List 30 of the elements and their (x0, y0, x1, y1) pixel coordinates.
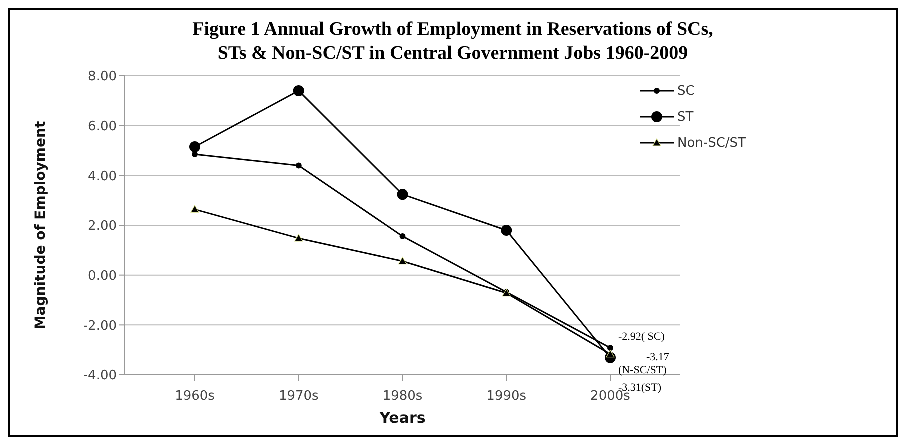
x-tick-label: 1990s (486, 389, 527, 404)
y-tick-label: 6.00 (88, 119, 117, 134)
y-tick-label: -4.00 (83, 368, 117, 384)
point (294, 234, 304, 242)
legend-label: SC (677, 84, 695, 98)
y-tick-label: -2.00 (83, 318, 117, 334)
point (190, 142, 200, 153)
legend-label: Non-SC/ST (677, 136, 746, 150)
x-tick-label: 1970s (278, 389, 320, 404)
x-axis-title: Years (378, 409, 426, 427)
point (296, 162, 302, 169)
point (190, 205, 200, 213)
point (397, 189, 408, 200)
point (293, 85, 304, 96)
y-axis-title: Magnitude of Employment (32, 121, 49, 330)
annotation: -3.17 (N-SC/ST) (618, 351, 670, 376)
y-tick-label: 8.00 (88, 70, 117, 85)
point (606, 350, 615, 358)
y-tick-label: 0.00 (88, 268, 117, 284)
chart-title: Figure 1 Annual Growth of Employment in Reservations of SCs, STs & Non-SC/ST in Central Government Jobs 1960-2009 (192, 18, 714, 66)
point (501, 224, 512, 236)
y-tick-label: 2.00 (88, 219, 117, 234)
point (607, 345, 614, 352)
x-tick-label: 1980s (382, 389, 423, 404)
x-tick-label: 1960s (175, 389, 216, 404)
y-tick-label: 4.00 (88, 169, 117, 184)
annotation: -2.92( SC) (618, 331, 666, 344)
legend-label: ST (677, 110, 694, 124)
point (400, 233, 406, 240)
point (398, 257, 408, 265)
